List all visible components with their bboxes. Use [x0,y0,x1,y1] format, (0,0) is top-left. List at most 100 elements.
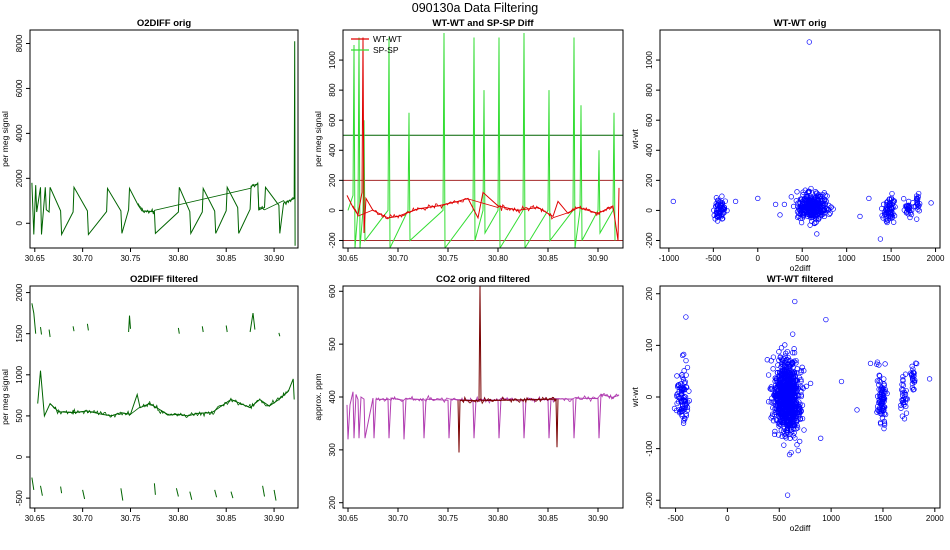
data-point [782,433,788,439]
series-line [31,41,296,246]
data-point [675,382,681,389]
data-point [719,212,725,218]
data-point [798,392,804,398]
y-axis-label: wt-wt [630,128,640,149]
data-point [773,392,779,398]
panel-co2-orig-filtered: CO2 orig and filtered approx. ppm 30.65 30.… [313,274,624,523]
data-point [828,204,834,210]
data-point [681,351,687,358]
data-point [928,200,934,206]
series-line [457,286,559,453]
y-tick-label: 400 [645,143,654,157]
series-line [37,370,295,418]
data-point [781,416,787,422]
data-point [783,350,789,356]
series-segment [72,326,75,332]
data-point [774,370,781,376]
data-point [682,402,688,408]
x-tick-label: -1000 [659,254,680,263]
plot-area [670,39,934,242]
data-point [900,378,906,384]
data-point [787,371,793,378]
data-point [886,202,893,208]
data-point [901,196,907,202]
plot-area [31,41,296,246]
y-tick-label: 500 [328,337,337,351]
series-segment [189,491,193,500]
data-point [857,213,863,220]
data-point [854,407,860,413]
y-tick-label: 500 [15,409,24,423]
data-point [795,447,801,454]
plot-area [31,303,295,501]
y-tick-label: 100 [645,338,654,352]
data-point [776,423,782,429]
plot-area [671,298,933,498]
data-point [881,395,887,401]
data-point [898,405,904,411]
data-point [678,386,685,392]
data-point [782,396,789,403]
series-line [347,32,616,248]
data-point [714,218,721,224]
x-tick-label: 30.70 [388,514,409,523]
y-tick-label: 400 [328,390,337,404]
data-point [820,198,826,204]
data-point [782,375,788,381]
y-tick-label: 8000 [15,34,24,52]
data-point [781,366,788,373]
data-point [782,413,788,420]
legend-label: WT-WT [373,34,402,44]
y-tick-label: 1500 [15,324,24,342]
x-tick-label: 500 [796,254,810,263]
data-point [768,384,774,390]
data-point [792,373,799,379]
series-segment [31,303,37,334]
y-tick-label: 0 [645,208,654,213]
data-point [786,412,793,419]
series-noise [459,395,557,405]
data-point [802,195,808,202]
data-point [787,378,793,384]
data-point [809,199,816,206]
data-point [876,386,882,392]
data-point [914,360,920,367]
y-tick-label: -200 [328,232,337,249]
series-segment [262,485,265,497]
data-point [797,416,803,423]
data-point [679,387,685,394]
data-point [796,409,803,416]
data-point [781,372,787,378]
x-tick-label: 30.65 [25,254,46,263]
data-point [774,398,781,404]
y-tick-label: 600 [328,284,337,298]
plot-area [343,32,623,248]
data-point [774,397,780,403]
data-point [797,383,804,390]
x-tick-label: 1000 [822,514,840,523]
series-segment [86,323,89,331]
data-point [680,385,686,391]
chart-title: WT-WT filtered [767,274,834,285]
data-point [838,378,845,385]
data-point [785,357,791,363]
data-point [914,199,920,205]
data-point [806,39,812,45]
data-point [782,411,788,418]
data-point [784,356,790,363]
data-point [775,379,781,386]
x-tick-label: 1000 [838,254,856,263]
data-point [784,348,790,355]
data-point [903,403,909,410]
data-point [755,195,761,202]
data-point [821,207,828,213]
x-axis-label: o2diff [790,263,811,273]
x-tick-label: 30.75 [438,254,459,263]
x-tick-label: 1500 [882,254,900,263]
data-point [778,372,784,378]
data-point [783,408,789,415]
y-tick-label: 1000 [645,51,654,69]
data-point [793,390,799,396]
data-point [909,385,916,391]
y-tick-label: 4000 [15,124,24,142]
